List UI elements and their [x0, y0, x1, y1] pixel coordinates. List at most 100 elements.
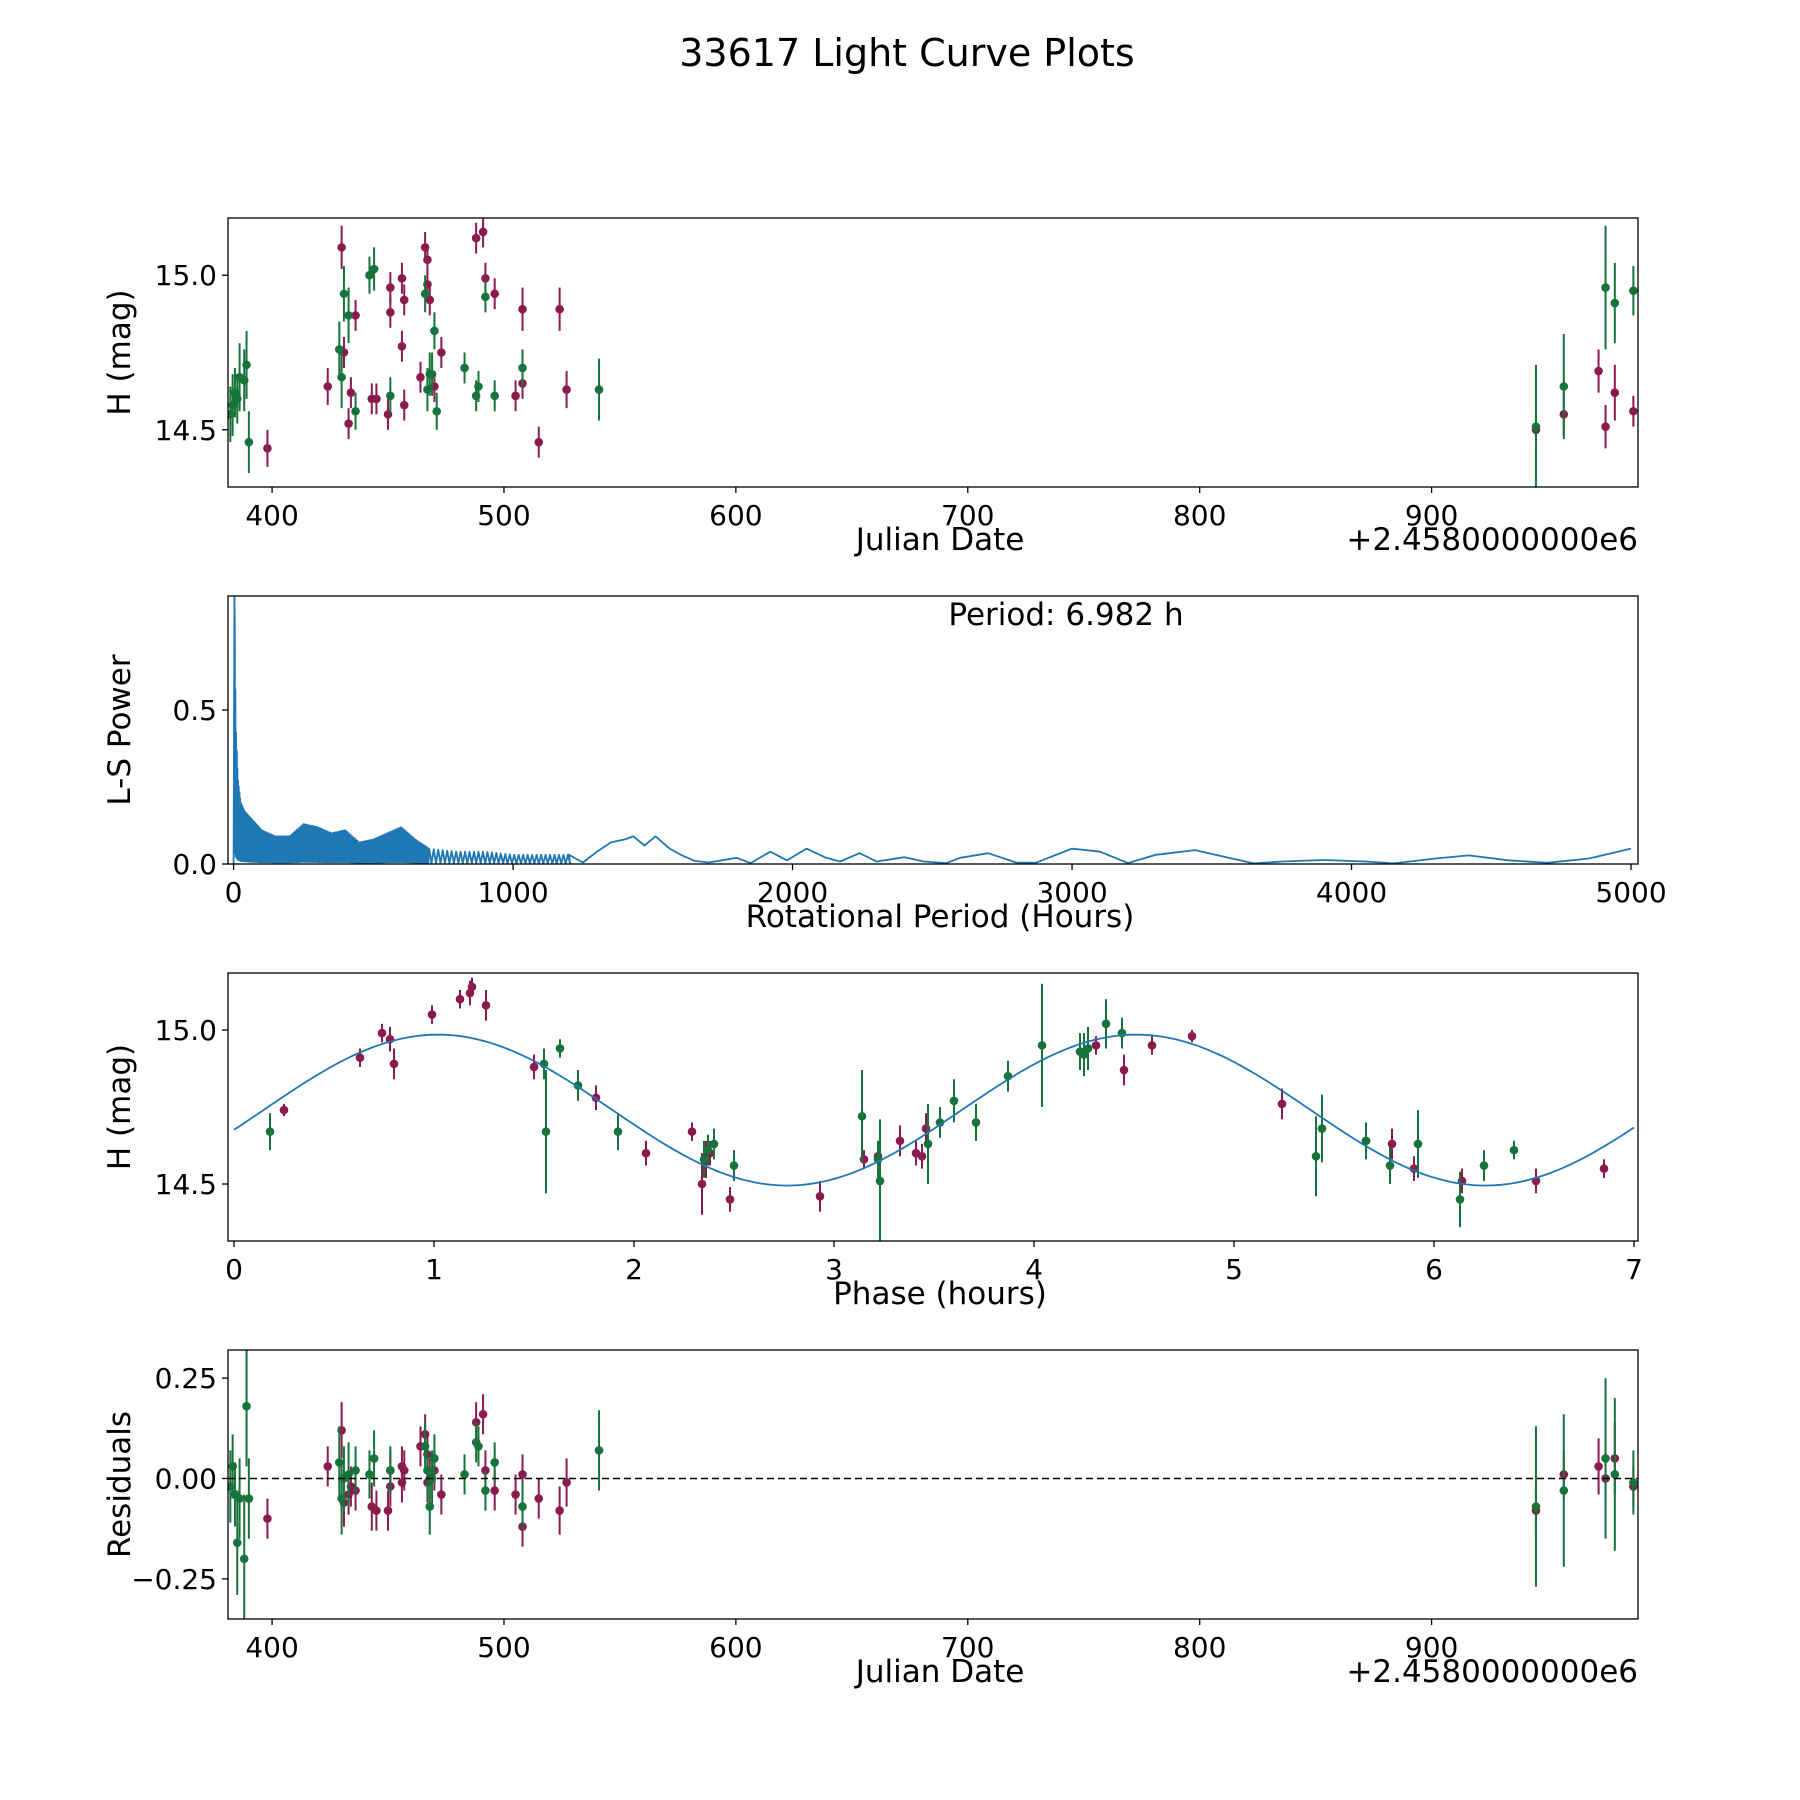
data-point [427, 369, 437, 379]
data-point [460, 1470, 469, 1479]
data-point [1079, 1050, 1089, 1059]
data-point [935, 1118, 945, 1127]
data-point [430, 1454, 439, 1463]
data-point [490, 1486, 499, 1495]
data-point [372, 1506, 381, 1515]
data-point [420, 289, 430, 299]
data-point [1101, 1019, 1111, 1029]
data-layer [228, 1350, 1638, 1619]
data-point [427, 1010, 437, 1019]
data-point [562, 385, 571, 394]
data-point [971, 1118, 981, 1127]
x-tick-label: 900 [1405, 499, 1458, 532]
periodogram-line [232, 596, 1632, 864]
x-tick-label: 600 [709, 499, 762, 532]
plot-frame [227, 1349, 1639, 1620]
data-point [279, 1105, 289, 1115]
x-tick-label: 700 [941, 499, 994, 532]
data-point [1479, 1161, 1489, 1170]
data-point [242, 1401, 251, 1411]
x-tick-label: 7 [1625, 1253, 1643, 1286]
data-point [1594, 366, 1603, 376]
data-point [555, 1506, 564, 1515]
data-point [1610, 388, 1620, 397]
data-point [1559, 1486, 1569, 1495]
y-tick-label: 15.0 [155, 259, 217, 292]
plot-frame [227, 217, 1639, 488]
data-point [481, 1001, 491, 1010]
data-point [263, 1514, 272, 1523]
x-tick-label: 400 [245, 1631, 298, 1664]
data-point [815, 1192, 825, 1201]
residuals-panel: 400 500 600 700 800 900 0.25 0.00 −0.25 Julian Da… [102, 1349, 1639, 1690]
data-point [518, 363, 527, 373]
x-tick-label: 800 [1173, 1631, 1226, 1664]
data-point [875, 1176, 885, 1186]
y-tick-label: 0.25 [155, 1362, 217, 1395]
plot-frame [227, 972, 1639, 1242]
data-point [1413, 1139, 1423, 1149]
y-tick-label: 14.5 [155, 1168, 217, 1201]
data-point [1629, 1478, 1638, 1487]
x-offset-label: +2.4580000000e6 [1346, 522, 1638, 558]
y-tick-label: 14.5 [155, 414, 217, 447]
period-annotation: Period: 6.982 h [948, 597, 1183, 633]
data-point [917, 1151, 927, 1161]
x-axis-label: Rotational Period (Hours) [746, 899, 1135, 935]
data-point [1147, 1041, 1157, 1050]
data-point [423, 255, 432, 265]
data-point [1594, 1462, 1603, 1471]
y-tick-label: 0.0 [172, 848, 217, 881]
data-point [725, 1195, 735, 1204]
x-axis-label: Julian Date [854, 1654, 1025, 1690]
data-point [355, 1053, 365, 1063]
y-axis-label: H (mag) [102, 1044, 138, 1170]
data-point [339, 289, 349, 299]
data-point [923, 1139, 933, 1149]
x-tick-label: 600 [709, 1631, 762, 1664]
x-offset-label: +2.4580000000e6 [1346, 1654, 1638, 1690]
data-point [490, 391, 499, 401]
data-point [709, 1139, 719, 1149]
data-point [511, 391, 520, 401]
x-tick-label: 3 [825, 1253, 843, 1286]
data-point [239, 1554, 249, 1564]
data-point [351, 1466, 360, 1475]
data-point [344, 311, 353, 320]
x-tick-label: 500 [477, 499, 530, 532]
x-axis-label: Julian Date [854, 522, 1025, 558]
x-tick-label: 0 [225, 876, 243, 909]
plot-frame [227, 595, 1639, 865]
data-point [397, 342, 407, 351]
x-tick-label: 1000 [477, 876, 548, 909]
data-point [1311, 1151, 1321, 1161]
data-point [344, 1470, 353, 1479]
data-point [467, 982, 477, 992]
data-point [386, 283, 395, 292]
data-point [1509, 1145, 1519, 1155]
data-point [518, 304, 527, 314]
data-point [474, 1442, 483, 1451]
data-point [337, 243, 346, 252]
data-point [244, 1494, 254, 1503]
data-point [949, 1096, 959, 1106]
data-point [641, 1148, 651, 1158]
data-point [372, 394, 381, 404]
data-point [430, 326, 439, 336]
y-tick-label: 0.00 [155, 1462, 217, 1495]
data-point [697, 1179, 707, 1189]
data-point [232, 1538, 242, 1548]
x-tick-label: 4 [1025, 1253, 1043, 1286]
data-point [1385, 1161, 1395, 1170]
data-point [455, 994, 465, 1004]
y-tick-label: 0.5 [172, 694, 217, 727]
y-tick-label: 15.0 [155, 1014, 217, 1047]
data-point [437, 348, 446, 357]
x-tick-label: 4000 [1316, 876, 1387, 909]
x-tick-label: 0 [225, 1253, 243, 1286]
data-point [399, 1466, 409, 1475]
data-point [460, 363, 469, 373]
data-point [478, 1409, 488, 1419]
data-point [399, 400, 409, 410]
